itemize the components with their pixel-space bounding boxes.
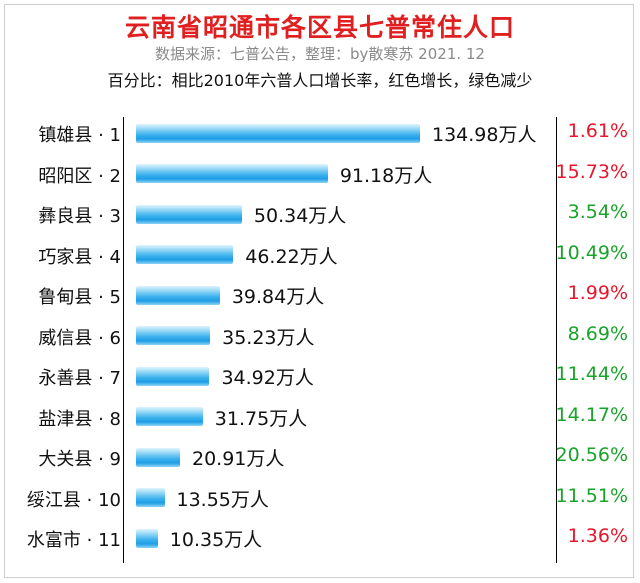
growth-rate-label: 14.17%: [555, 403, 628, 426]
legend-note: 百分比：相比2010年六普人口增长率，红色增长，绿色减少: [107, 71, 533, 90]
growth-rate-label: 3.54%: [567, 201, 628, 223]
growth-rate-label: 10.49%: [555, 241, 628, 264]
category-label: 巧家县 · 4: [38, 246, 121, 268]
category-label: 彝良县 · 3: [38, 206, 121, 227]
population-value-label: 134.98万人: [432, 124, 537, 146]
population-value-label: 31.75万人: [214, 407, 308, 430]
population-bar: [136, 204, 242, 224]
growth-rate-label: 8.69%: [567, 322, 628, 345]
category-label: 威信县 · 6: [38, 327, 121, 349]
rate-column-divider: [556, 117, 557, 563]
category-label: 水富市 · 11: [26, 530, 121, 551]
population-bar: [136, 407, 203, 426]
growth-rate-label: 20.56%: [555, 444, 628, 466]
growth-rate-label: 11.44%: [555, 363, 628, 385]
population-bar: [136, 326, 211, 345]
population-value-label: 35.23万人: [222, 326, 315, 349]
population-value-label: 34.92万人: [221, 367, 314, 389]
population-value-label: 10.35万人: [169, 529, 263, 551]
population-value-label: 50.34万人: [253, 205, 347, 227]
growth-rate-label: 11.51%: [555, 484, 628, 507]
data-source-line: 数据来源：七普公告，整理：by散寒苏 2021. 12: [155, 45, 485, 63]
growth-rate-label: 1.61%: [567, 120, 628, 142]
population-bar: [136, 528, 158, 548]
population-value-label: 20.91万人: [191, 448, 285, 470]
population-bar: [136, 285, 220, 305]
population-bar: [136, 447, 180, 467]
category-label: 鲁甸县 · 5: [38, 287, 121, 308]
category-label: 昭阳区 · 2: [38, 165, 121, 187]
population-bar: [136, 488, 165, 507]
growth-rate-label: 15.73%: [555, 160, 628, 183]
category-label: 盐津县 · 8: [38, 408, 121, 430]
population-bar: [136, 366, 210, 386]
category-label: 大关县 · 9: [38, 449, 121, 470]
population-value-label: 39.84万人: [231, 286, 325, 308]
population-bar: [136, 123, 420, 143]
population-value-label: 46.22万人: [245, 245, 338, 268]
population-value-label: 91.18万人: [339, 164, 433, 187]
growth-rate-label: 1.99%: [567, 282, 628, 304]
population-bar: [136, 245, 234, 264]
growth-rate-label: 1.36%: [567, 525, 628, 547]
chart-title: 云南省昭通市各区县七普常住人口: [124, 13, 515, 42]
chart-frame: [4, 4, 634, 578]
category-label: 镇雄县 · 1: [38, 125, 121, 146]
category-label: 绥江县 · 10: [26, 489, 121, 511]
population-value-label: 13.55万人: [176, 488, 269, 511]
category-label: 永善县 · 7: [38, 368, 121, 389]
category-axis-line: [123, 117, 124, 563]
population-bar: [136, 164, 328, 183]
